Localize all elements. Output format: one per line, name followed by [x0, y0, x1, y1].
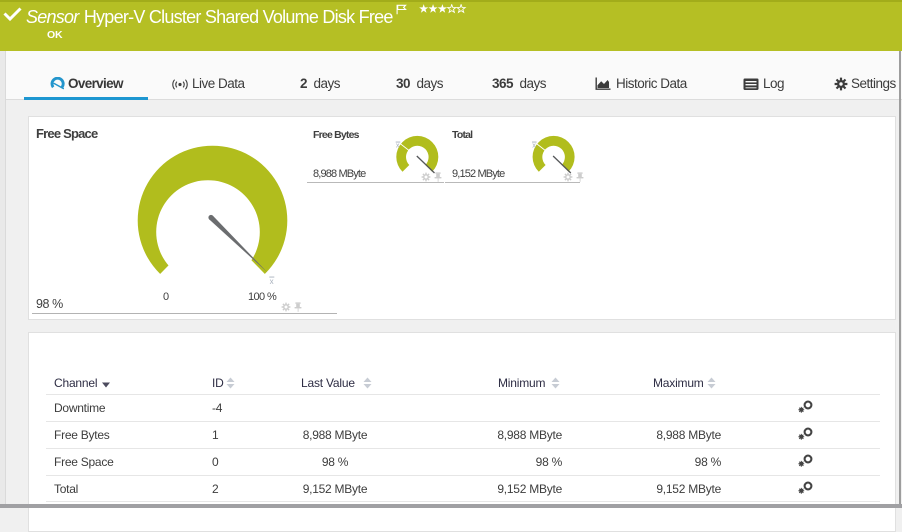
svg-text:x: x	[270, 277, 274, 286]
svg-text:x: x	[532, 141, 536, 150]
svg-text:x: x	[396, 141, 400, 150]
